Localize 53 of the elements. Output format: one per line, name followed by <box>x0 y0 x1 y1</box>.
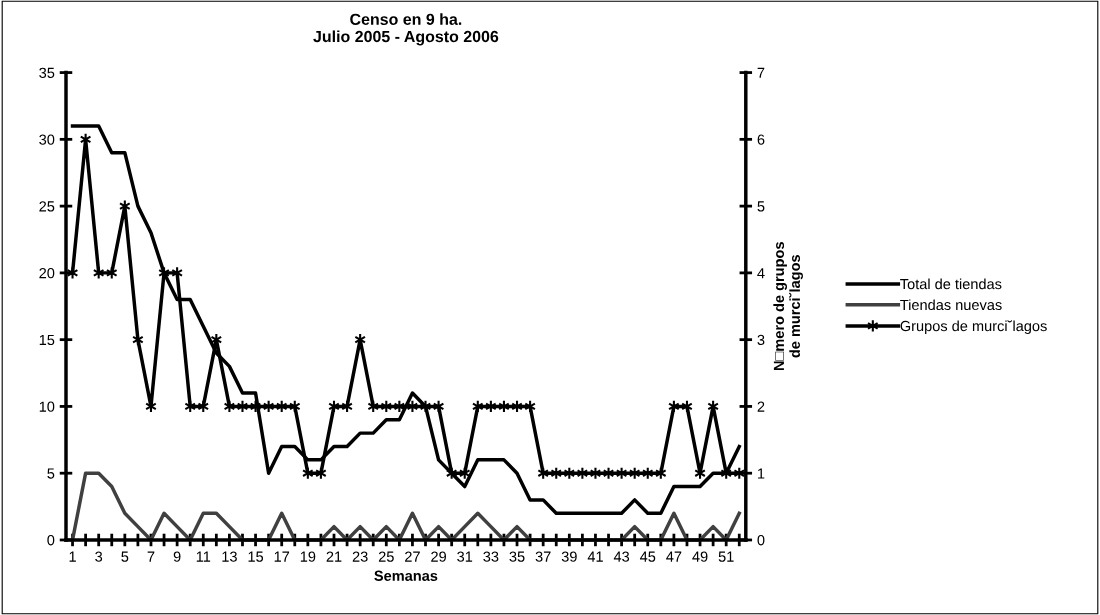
x-tick-label: 15 <box>248 551 264 562</box>
y-tick-label: 35 <box>39 67 55 78</box>
x-tick-label: 13 <box>222 551 237 562</box>
y2-tick-label: 7 <box>757 67 765 78</box>
y-tick-label: 5 <box>47 468 55 479</box>
y2-axis-title: N□mero de grupos de murci˘lagos <box>773 242 803 371</box>
y2-tick-label: 4 <box>757 268 765 279</box>
x-tick-label: 17 <box>274 551 290 562</box>
y2-tick-label: 6 <box>757 134 765 145</box>
legend-label: Tiendas nuevas <box>900 299 1002 311</box>
point <box>419 399 432 414</box>
x-tick-label: 21 <box>326 551 342 562</box>
y-tick-label: 25 <box>39 201 55 212</box>
point <box>66 266 79 280</box>
x-tick-label: 43 <box>613 551 630 562</box>
x-tick-label: 37 <box>535 551 551 562</box>
x-tick-label: 7 <box>147 551 155 562</box>
legend-label: Total de tiendas <box>900 278 1002 290</box>
x-tick-label: 41 <box>587 551 603 562</box>
x-tick-label: 5 <box>121 551 129 562</box>
x-tick-label: 25 <box>378 551 394 562</box>
y2-tick-label: 2 <box>757 401 765 412</box>
x-tick-label: 51 <box>718 551 734 562</box>
legend-label: Grupos de murci˘lagos <box>900 320 1047 335</box>
x-tick-label: 39 <box>561 551 577 562</box>
x-tick-label: 3 <box>95 551 103 562</box>
y-tick-label: 30 <box>39 134 55 145</box>
point <box>602 466 615 480</box>
x-tick-label: 49 <box>692 551 708 562</box>
x-tick-label: 23 <box>352 551 368 562</box>
x-axis-title: Semanas <box>374 570 438 581</box>
x-tick-label: 35 <box>509 551 525 562</box>
y2-tick-label: 0 <box>757 535 765 546</box>
y2-tick-label: 3 <box>757 334 765 346</box>
x-tick-label: 31 <box>457 551 473 562</box>
y-tick-label: 20 <box>39 267 55 279</box>
x-tick-label: 33 <box>483 551 499 562</box>
x-tick-label: 11 <box>196 551 211 562</box>
x-tick-label: 1 <box>69 551 76 562</box>
x-tick-label: 27 <box>405 551 420 562</box>
y2-tick-label: 5 <box>757 201 765 212</box>
y-tick-label: 10 <box>39 401 55 412</box>
point <box>236 399 249 414</box>
x-tick-label: 45 <box>639 551 656 562</box>
x-tick-label: 19 <box>300 551 316 562</box>
y2-tick-label: 1 <box>758 468 765 479</box>
y-tick-label: 0 <box>47 535 55 546</box>
x-tick-label: 9 <box>173 551 181 562</box>
y-tick-label: 15 <box>39 334 55 346</box>
x-tick-label: 47 <box>666 551 682 562</box>
chart-title: Censo en 9 ha. Julio 2005 - Agosto 2006 <box>313 13 499 46</box>
point <box>589 466 602 480</box>
x-tick-label: 29 <box>431 551 446 562</box>
